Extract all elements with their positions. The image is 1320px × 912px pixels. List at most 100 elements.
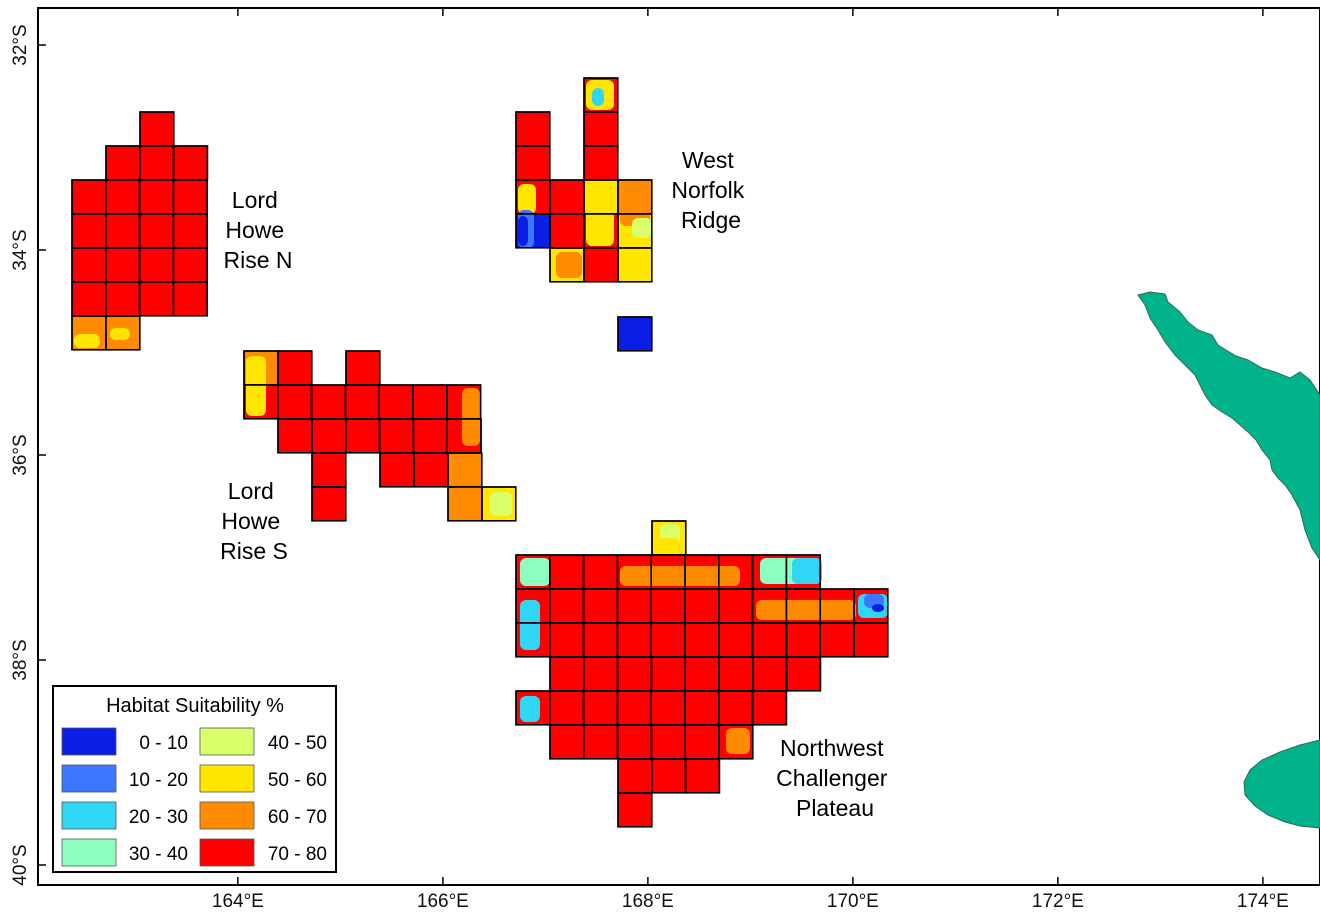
label-lord-howe-rise-s: Lord Howe Rise S bbox=[220, 478, 288, 564]
label-west-norfolk-ridge: West Norfolk Ridge bbox=[671, 147, 750, 233]
grid-cell bbox=[172, 281, 208, 317]
grid-cell bbox=[105, 145, 141, 181]
grid-cell bbox=[583, 247, 619, 283]
y-tick-label: 34°S bbox=[10, 229, 31, 270]
legend-swatch bbox=[61, 801, 117, 830]
suitability-patch bbox=[518, 216, 528, 246]
legend-label: 0 - 10 bbox=[139, 733, 188, 754]
grid-cell bbox=[650, 622, 686, 658]
grid-cell bbox=[650, 588, 686, 624]
legend-label: 70 - 80 bbox=[268, 844, 327, 865]
legend-swatch bbox=[199, 838, 255, 867]
legend-label: 20 - 30 bbox=[129, 807, 188, 828]
suitability-patch bbox=[246, 356, 266, 416]
land-new-zealand bbox=[1137, 291, 1320, 829]
grid-cell bbox=[582, 588, 619, 624]
grid-cell bbox=[616, 724, 653, 760]
grid-cell bbox=[752, 656, 788, 692]
grid-cell bbox=[853, 622, 889, 658]
legend-swatch bbox=[61, 838, 117, 867]
grid-cell bbox=[785, 656, 822, 692]
grid-cell-outline bbox=[311, 486, 347, 522]
grid-cell-outline bbox=[718, 724, 754, 760]
grid-cell bbox=[172, 145, 209, 181]
legend-label: 10 - 20 bbox=[129, 770, 188, 791]
grid-cell bbox=[277, 384, 313, 420]
grid-cell bbox=[616, 690, 652, 726]
grid-cell bbox=[345, 350, 381, 386]
grid-cell bbox=[172, 247, 208, 283]
grid-cell bbox=[616, 622, 652, 658]
grid-cell bbox=[684, 758, 721, 794]
grid-cell bbox=[684, 690, 720, 726]
legend-swatch bbox=[61, 764, 117, 793]
grid-cell bbox=[105, 281, 141, 317]
x-tick-label: 172°E bbox=[1032, 891, 1084, 912]
grid-cell-outline bbox=[785, 656, 822, 692]
grid-cell bbox=[71, 281, 107, 317]
suitability-patch bbox=[756, 600, 856, 620]
suitability-patch bbox=[632, 218, 652, 238]
grid-cell bbox=[549, 656, 585, 692]
y-tick-label: 36°S bbox=[10, 434, 31, 475]
grid-cell bbox=[378, 418, 415, 454]
grid-cell bbox=[413, 452, 449, 488]
grid-cell bbox=[310, 384, 347, 420]
grid-cell bbox=[650, 690, 686, 726]
legend-label: 30 - 40 bbox=[129, 844, 188, 865]
grid-cell bbox=[138, 213, 175, 249]
grid-cell-outline bbox=[684, 758, 721, 794]
grid-cell bbox=[650, 656, 686, 692]
grid-cell bbox=[549, 690, 585, 726]
y-tick-label: 38°S bbox=[10, 639, 31, 680]
suitability-patch bbox=[620, 186, 650, 226]
habitat-grid bbox=[71, 77, 889, 828]
grid-cell bbox=[751, 622, 788, 658]
suitability-patch bbox=[490, 492, 512, 516]
grid-cell bbox=[549, 179, 585, 215]
grid-cell bbox=[172, 213, 208, 249]
legend-swatch bbox=[199, 727, 255, 756]
grid-cell bbox=[412, 384, 448, 420]
label-lord-howe-rise-n: Lord Howe Rise N bbox=[223, 187, 292, 273]
grid-cell bbox=[583, 656, 619, 692]
grid-cell bbox=[616, 656, 653, 692]
grid-cell bbox=[650, 724, 686, 760]
y-tick-label: 40°S bbox=[10, 844, 31, 885]
grid-cell bbox=[684, 588, 720, 624]
grid-cell bbox=[71, 213, 107, 249]
grid-cell bbox=[549, 213, 585, 249]
suitability-patch bbox=[520, 696, 540, 722]
label-northwest-challenger-plateau: Northwest Challenger Plateau bbox=[776, 735, 894, 821]
grid-cell bbox=[379, 452, 415, 488]
suitability-patch bbox=[110, 328, 130, 340]
legend: Habitat Suitability % 0 - 10 10 - 20 20 - … bbox=[52, 685, 337, 873]
grid-cell bbox=[651, 758, 687, 794]
grid-cell bbox=[139, 111, 175, 147]
suitability-patch bbox=[620, 250, 652, 280]
grid-cell bbox=[549, 622, 585, 658]
grid-cell bbox=[583, 724, 619, 760]
suitability-patch bbox=[872, 604, 884, 612]
grid-cell bbox=[378, 384, 414, 420]
suitability-patch bbox=[462, 388, 480, 446]
grid-cell bbox=[172, 179, 208, 215]
grid-cell bbox=[617, 758, 653, 794]
grid-cell bbox=[549, 588, 585, 624]
grid-cell bbox=[139, 145, 175, 181]
grid-cell bbox=[718, 690, 754, 726]
x-tick-label: 166°E bbox=[417, 891, 469, 912]
legend-label: 50 - 60 bbox=[268, 770, 327, 791]
grid-cell-outline bbox=[172, 281, 208, 317]
grid-cell bbox=[412, 418, 448, 454]
suitability-patch bbox=[556, 252, 582, 278]
grid-cell bbox=[617, 316, 653, 352]
grid-cell bbox=[311, 486, 347, 522]
suitability-patch bbox=[792, 558, 822, 584]
suitability-patch bbox=[520, 600, 540, 650]
x-tick-label: 174°E bbox=[1237, 891, 1289, 912]
grid-cell bbox=[582, 622, 619, 658]
suitability-patch bbox=[586, 186, 614, 246]
legend-swatch bbox=[199, 764, 255, 793]
